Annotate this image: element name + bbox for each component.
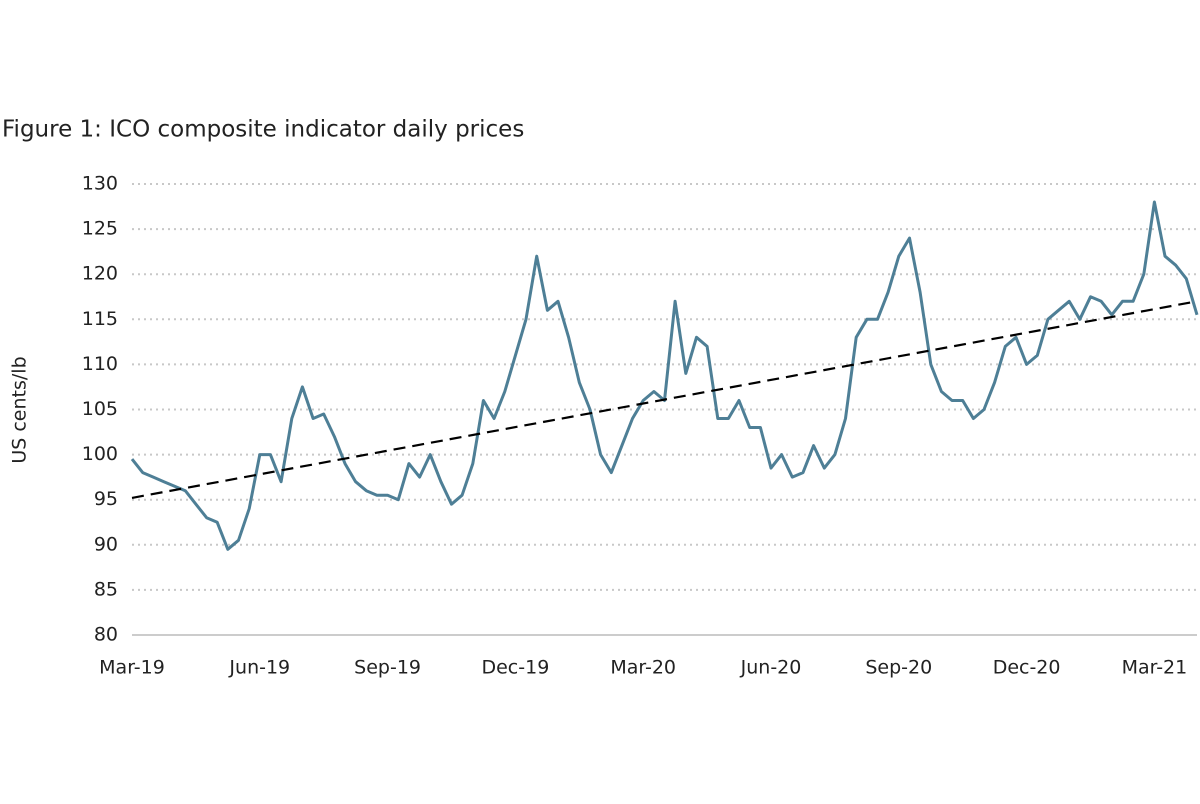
y-tick-label: 105 (82, 398, 118, 420)
x-tick-label: Jun-20 (740, 657, 802, 679)
x-tick-label: Sep-19 (354, 657, 421, 679)
x-tick-label: Mar-19 (99, 657, 165, 679)
y-tick-label: 80 (94, 624, 118, 646)
trend-line (131, 300, 1198, 499)
y-axis-label: US cents/lb (9, 356, 31, 463)
x-tick-label: Mar-21 (1122, 657, 1188, 679)
x-tick-label: Jun-19 (228, 657, 290, 679)
chart-title: Figure 1: ICO composite indicator daily … (2, 117, 524, 143)
x-tick-label: Sep-20 (865, 657, 932, 679)
x-tick-label: Dec-20 (993, 657, 1061, 679)
price-line (130, 200, 1199, 551)
y-tick-label: 100 (82, 443, 118, 465)
y-tick-label: 120 (82, 263, 118, 285)
y-tick-label: 130 (82, 173, 118, 195)
x-tick-label: Mar-20 (610, 657, 676, 679)
y-tick-label: 110 (82, 353, 118, 375)
y-tick-label: 85 (94, 578, 118, 600)
y-tick-label: 125 (82, 218, 118, 240)
y-tick-label: 115 (82, 308, 118, 330)
y-tick-label: 90 (94, 533, 118, 555)
x-tick-label: Dec-19 (481, 657, 549, 679)
y-tick-label: 95 (94, 488, 118, 510)
